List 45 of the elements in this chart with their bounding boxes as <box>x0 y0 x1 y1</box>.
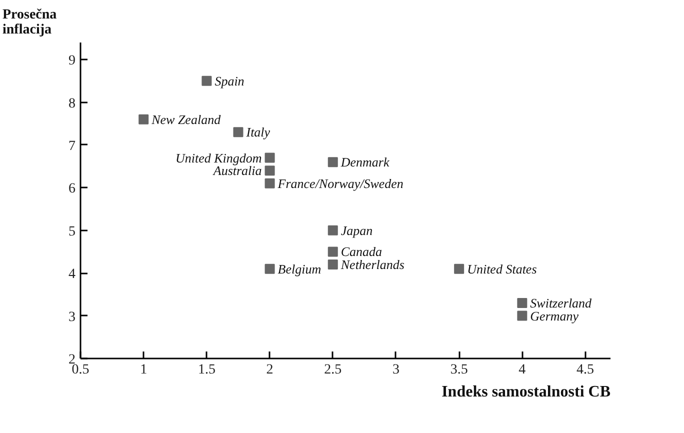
annotation: Spain <box>214 73 244 88</box>
y-tick-label: 8 <box>68 96 76 112</box>
point <box>233 127 244 138</box>
annotation: Canada <box>340 244 383 260</box>
y-axis-title: Prosečna inflacija <box>2 8 57 38</box>
x-tick-label: 1.5 <box>198 362 216 378</box>
x-tick-label: 3.5 <box>450 362 468 378</box>
point <box>517 310 528 321</box>
annotation: New Zealand <box>150 112 222 127</box>
annotation: United States <box>467 261 537 276</box>
annotation: Germany <box>530 308 579 324</box>
y-tick-label: 5 <box>68 224 76 240</box>
y-tick-label: 7 <box>68 138 76 154</box>
point <box>202 76 212 86</box>
point <box>328 157 338 168</box>
y-tick-label: 4 <box>68 267 76 282</box>
point <box>264 178 275 188</box>
point <box>264 152 275 163</box>
point <box>454 264 464 274</box>
x-tick-label: 4.5 <box>576 362 594 378</box>
x-tick-label: 2 <box>266 362 274 378</box>
y-tick-label: 6 <box>68 182 76 197</box>
point <box>328 225 338 236</box>
x-tick-label: 0.5 <box>72 362 90 378</box>
x-tick-label: 4 <box>518 362 526 378</box>
x-tick-label: 2.5 <box>324 362 342 378</box>
annotation: United Kingdom <box>175 150 262 166</box>
annotation: Belgium <box>278 261 322 276</box>
y-tick-label: 9 <box>68 54 76 69</box>
y-tick-label: 3 <box>68 310 76 325</box>
point <box>328 260 338 270</box>
x-tick-label: 3 <box>392 362 400 378</box>
annotation: Japan <box>340 222 373 238</box>
x-tick-label: 1 <box>140 362 148 378</box>
annotation: Denmark <box>340 154 390 170</box>
x-axis-title: Indeks samostalnosti CB <box>442 384 611 400</box>
annotation: Netherlands <box>340 257 404 272</box>
point <box>517 298 528 308</box>
annotation: Italy <box>245 124 270 140</box>
point <box>138 114 149 124</box>
point <box>328 246 338 257</box>
point <box>264 264 275 274</box>
point <box>264 166 275 176</box>
annotation: France/Norway/Sweden <box>276 176 404 191</box>
annotation: Switzerland <box>530 295 592 310</box>
